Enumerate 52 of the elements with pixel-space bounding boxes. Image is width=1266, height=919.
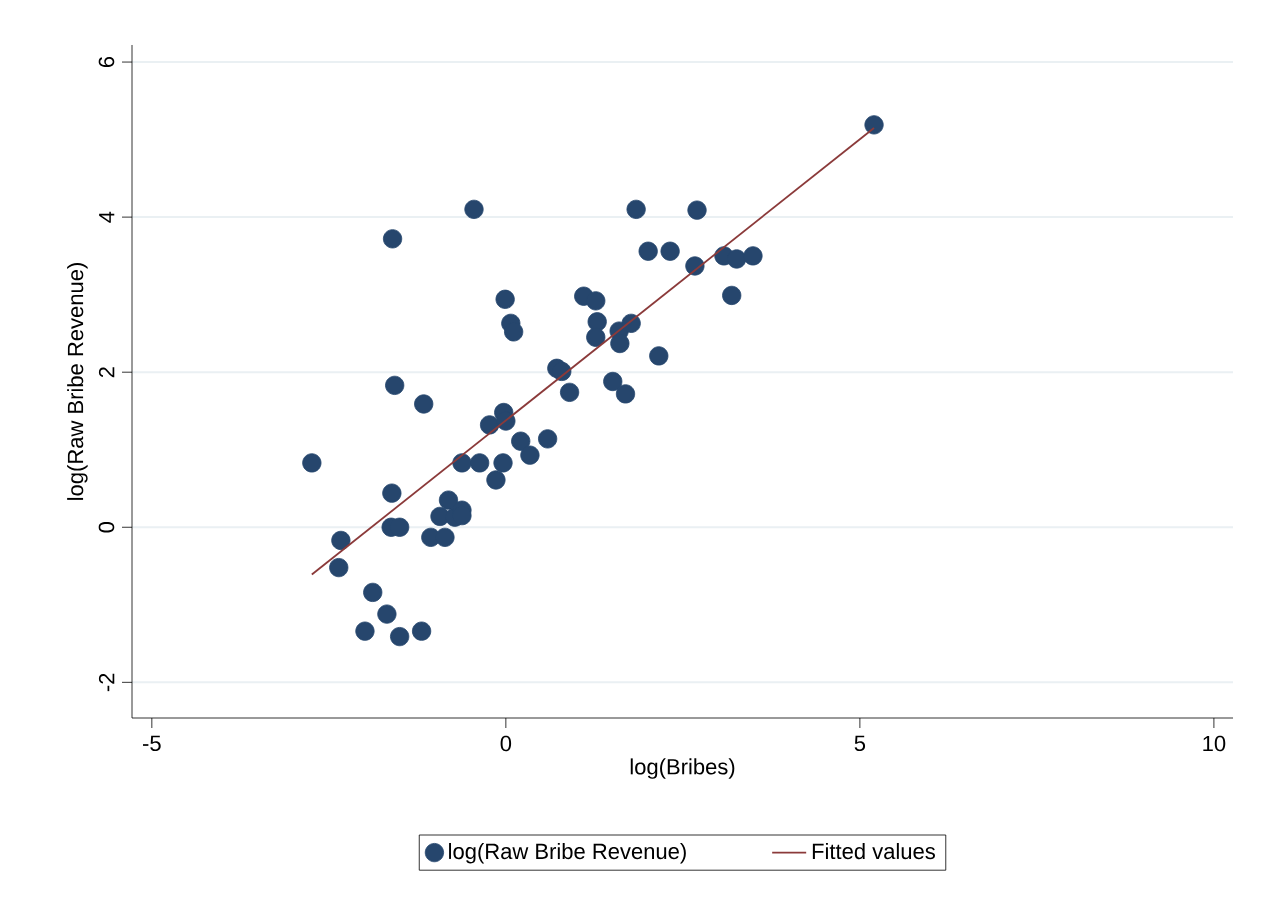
point: [626, 199, 646, 219]
point: [864, 115, 884, 135]
point: [486, 470, 506, 490]
point: [495, 289, 515, 309]
point: [615, 384, 636, 404]
point: [382, 483, 402, 503]
point: [363, 582, 383, 602]
point: [377, 604, 397, 624]
x-axis-title: log(Bribes): [630, 758, 735, 779]
point: [470, 453, 490, 473]
legend-label: log(Raw Bribe Revenue): [449, 842, 686, 864]
point: [586, 291, 606, 311]
point: [382, 229, 403, 249]
y-axis-title: log(Raw Bribe Revenue): [67, 263, 88, 500]
point: [603, 371, 623, 392]
point: [411, 621, 432, 641]
point: [722, 285, 742, 306]
point: [638, 241, 658, 261]
point: [587, 312, 607, 332]
y-tick-label: 4: [99, 211, 115, 223]
y-tick-label: 2: [98, 367, 115, 378]
point: [385, 375, 405, 395]
point: [743, 246, 763, 266]
y-tick-label: -2: [98, 673, 115, 692]
point: [390, 626, 410, 647]
point: [435, 527, 455, 547]
x-tick-label: 10: [1203, 735, 1226, 752]
legend-label: Fitted values: [812, 842, 935, 860]
point: [504, 322, 524, 342]
y-tick-label: 0: [98, 522, 115, 533]
point: [414, 394, 434, 414]
x-tick-label: 0: [500, 735, 512, 752]
point: [538, 429, 558, 449]
point: [559, 382, 580, 402]
point: [355, 621, 375, 641]
point: [438, 490, 459, 510]
point: [727, 249, 747, 269]
point: [520, 445, 540, 465]
point: [302, 453, 322, 473]
point: [329, 557, 349, 578]
point: [687, 200, 707, 220]
point: [464, 199, 484, 219]
point: [610, 333, 630, 354]
point: [586, 327, 606, 347]
x-tick-label: -5: [143, 735, 161, 752]
point: [649, 346, 669, 366]
x-tick-label: 5: [854, 735, 866, 752]
y-tick-label: 6: [98, 56, 115, 68]
point: [331, 530, 351, 551]
point: [493, 453, 513, 473]
point: [511, 431, 531, 451]
point: [660, 241, 680, 261]
